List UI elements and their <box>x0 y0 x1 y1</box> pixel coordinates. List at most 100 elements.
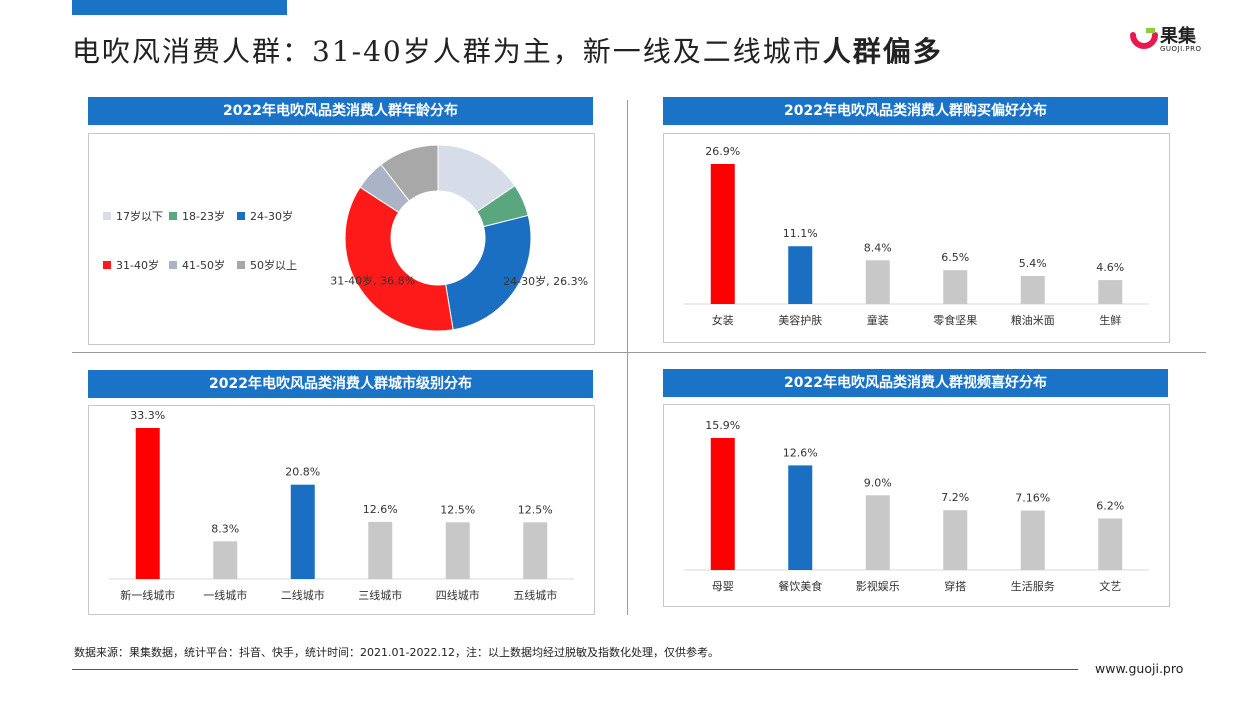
donut-slice-5 <box>380 144 439 202</box>
bar-category-label-3: 穿搭 <box>944 579 966 593</box>
bar-value-label-4: 5.4% <box>1019 257 1047 270</box>
bar-category-label-4: 生活服务 <box>1011 579 1055 593</box>
legend-swatch-2 <box>237 212 245 220</box>
brand-logo: 果集 GUOJI.PRO <box>1130 22 1230 62</box>
age-chart-title: 2022年电吹风品类消费人群年龄分布 <box>88 97 593 125</box>
footer-url: www.guoji.pro <box>1095 661 1184 676</box>
age-donut-chart: 24-30岁, 26.3% 31-40岁, 36.8% <box>330 144 588 332</box>
bar-category-label-3: 三线城市 <box>358 588 402 602</box>
donut-slice-3 <box>344 186 454 332</box>
bar-value-label-3: 6.5% <box>941 251 969 264</box>
bar-4 <box>1020 275 1045 304</box>
bar-category-label-0: 女装 <box>712 313 734 327</box>
bar-category-label-2: 影视娱乐 <box>856 579 900 593</box>
bar-2 <box>290 484 315 579</box>
bar-2 <box>865 495 890 570</box>
video-bar-chart: 15.9% 母婴 12.6% 餐饮美食 9.0% 影视娱乐 7.2% 穿搭 7.16% 生活服务 6… <box>684 419 1149 593</box>
legend-item-5: 50岁以上 <box>237 257 297 273</box>
legend-item-0: 17岁以下 <box>103 208 163 224</box>
bar-value-label-0: 15.9% <box>705 419 740 432</box>
bar-category-label-2: 童装 <box>867 313 889 327</box>
horizontal-divider <box>72 352 1206 353</box>
legend-item-1: 18-23岁 <box>169 208 225 224</box>
legend-label-1: 18-23岁 <box>182 210 225 223</box>
purchase-chart-title: 2022年电吹风品类消费人群购买偏好分布 <box>663 97 1168 125</box>
logo-sub: GUOJI.PRO <box>1160 45 1202 53</box>
bar-5 <box>1098 518 1123 570</box>
footer-source-note: 数据来源：果集数据，统计平台：抖音、快手，统计时间：2021.01-2022.1… <box>74 646 719 659</box>
city-chart-panel: 33.3% 新一线城市 8.3% 一线城市 20.8% 二线城市 12.6% 三线城市 12.5… <box>88 405 595 615</box>
bar-value-label-2: 9.0% <box>864 476 892 489</box>
bar-1 <box>213 541 238 579</box>
legend-label-2: 24-30岁 <box>250 210 293 223</box>
bar-value-label-4: 12.5% <box>440 503 475 516</box>
bar-value-label-5: 4.6% <box>1096 261 1124 274</box>
page-title-bold: 人群偏多 <box>822 35 943 68</box>
vertical-divider <box>627 100 628 615</box>
bar-0 <box>710 164 735 304</box>
bar-category-label-4: 粮油米面 <box>1011 313 1055 327</box>
legend-label-3: 31-40岁 <box>116 259 159 272</box>
bar-1 <box>788 246 813 304</box>
legend-label-0: 17岁以下 <box>116 210 163 223</box>
donut-data-label-1: 31-40岁, 36.8% <box>330 274 415 288</box>
legend-item-2: 24-30岁 <box>237 208 293 224</box>
bar-3 <box>943 270 968 304</box>
bar-category-label-5: 生鲜 <box>1099 313 1121 327</box>
bar-category-label-1: 餐饮美食 <box>778 579 822 593</box>
age-chart-legend: 17岁以下 18-23岁 24-30岁 31-40岁 41-50岁 50岁以上 <box>89 134 329 344</box>
purchase-bar-chart: 26.9% 女装 11.1% 美容护肤 8.4% 童装 6.5% 零食坚果 5.4% 粮油米面 4.… <box>684 145 1149 327</box>
bar-0 <box>710 438 735 570</box>
legend-item-4: 41-50岁 <box>169 257 225 273</box>
legend-swatch-5 <box>237 261 245 269</box>
bar-category-label-5: 五线城市 <box>513 588 557 602</box>
bar-category-label-1: 美容护肤 <box>778 313 822 327</box>
legend-swatch-3 <box>103 261 111 269</box>
bar-5 <box>1098 280 1123 304</box>
page-title-regular: 电吹风消费人群：31-40岁人群为主，新一线及二线城市 <box>72 35 823 68</box>
bar-value-label-2: 8.4% <box>864 241 892 254</box>
bar-value-label-5: 12.5% <box>518 503 553 516</box>
legend-item-3: 31-40岁 <box>103 257 159 273</box>
bar-value-label-0: 33.3% <box>130 409 165 422</box>
city-bar-chart: 33.3% 新一线城市 8.3% 一线城市 20.8% 二线城市 12.6% 三线城市 12.5… <box>109 409 574 602</box>
video-chart-title: 2022年电吹风品类消费人群视频喜好分布 <box>663 369 1168 397</box>
top-accent-bar <box>72 0 287 15</box>
bar-value-label-1: 12.6% <box>783 446 818 459</box>
bar-category-label-5: 文艺 <box>1099 579 1121 593</box>
bar-2 <box>865 260 890 304</box>
legend-label-4: 41-50岁 <box>182 259 225 272</box>
legend-swatch-4 <box>169 261 177 269</box>
bar-category-label-2: 二线城市 <box>281 588 325 602</box>
donut-slice-2 <box>445 214 532 331</box>
bar-0 <box>135 428 160 579</box>
bar-category-label-3: 零食坚果 <box>933 313 977 327</box>
bar-value-label-4: 7.16% <box>1015 492 1050 505</box>
city-chart-title: 2022年电吹风品类消费人群城市级别分布 <box>88 370 593 398</box>
bar-3 <box>943 510 968 570</box>
bar-value-label-3: 7.2% <box>941 491 969 504</box>
footer-divider <box>72 669 1078 670</box>
bar-category-label-0: 母婴 <box>712 580 734 593</box>
bar-category-label-4: 四线城市 <box>436 588 480 602</box>
bar-3 <box>368 521 393 579</box>
bar-value-label-0: 26.9% <box>705 145 740 158</box>
bar-1 <box>788 465 813 570</box>
page-title: 电吹风消费人群：31-40岁人群为主，新一线及二线城市人群偏多 <box>72 30 943 70</box>
bar-value-label-1: 11.1% <box>783 227 818 240</box>
donut-data-label-0: 24-30岁, 26.3% <box>503 274 588 288</box>
legend-swatch-0 <box>103 212 111 220</box>
bar-4 <box>445 522 470 579</box>
legend-label-5: 50岁以上 <box>250 259 297 272</box>
bar-category-label-1: 一线城市 <box>203 588 247 602</box>
bar-value-label-1: 8.3% <box>211 522 239 535</box>
purchase-chart-panel: 26.9% 女装 11.1% 美容护肤 8.4% 童装 6.5% 零食坚果 5.4% 粮油米面 4.… <box>663 133 1170 343</box>
age-chart-panel: 17岁以下 18-23岁 24-30岁 31-40岁 41-50岁 50岁以上 24-30… <box>88 133 595 345</box>
bar-value-label-3: 12.6% <box>363 503 398 516</box>
video-chart-panel: 15.9% 母婴 12.6% 餐饮美食 9.0% 影视娱乐 7.2% 穿搭 7.16% 生活服务 6… <box>663 404 1170 607</box>
legend-swatch-1 <box>169 212 177 220</box>
bar-value-label-2: 20.8% <box>285 466 320 479</box>
bar-4 <box>1020 510 1045 570</box>
logo-mark-icon <box>1130 28 1158 49</box>
bar-value-label-5: 6.2% <box>1096 500 1124 513</box>
